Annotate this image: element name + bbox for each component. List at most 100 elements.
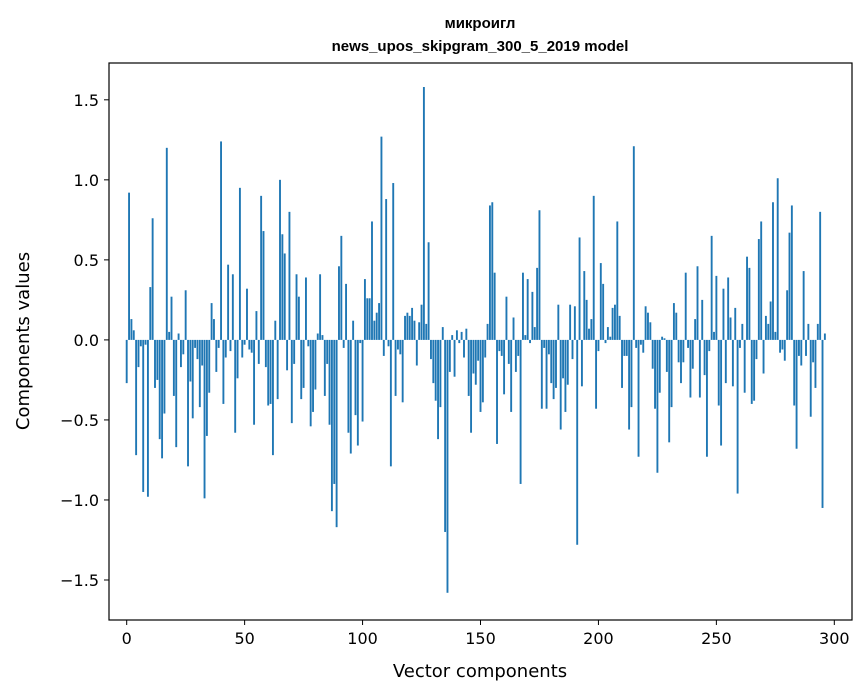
bar-243: [698, 339, 701, 398]
bar-43: [227, 264, 230, 340]
bar-177: [543, 339, 546, 348]
y-tick-label: −1.5: [60, 571, 99, 590]
bar-278: [781, 339, 784, 350]
bar-242: [696, 266, 699, 340]
bar-208: [616, 221, 619, 340]
bar-75: [302, 339, 305, 388]
bar-163: [510, 339, 513, 412]
bar-161: [505, 296, 508, 340]
bar-142: [460, 331, 463, 340]
bar-231: [670, 339, 673, 408]
bar-70: [290, 339, 293, 424]
bar-5: [137, 339, 140, 368]
bar-46: [234, 339, 237, 433]
bar-259: [736, 339, 739, 494]
bar-223: [651, 339, 654, 369]
bar-224: [654, 339, 656, 409]
bar-83: [321, 335, 324, 340]
bar-38: [215, 339, 218, 372]
bar-52: [248, 339, 251, 350]
bar-239: [689, 339, 692, 398]
bar-204: [606, 327, 609, 340]
bar-182: [555, 339, 557, 388]
bar-287: [802, 271, 805, 340]
bar-172: [531, 291, 534, 340]
bar-170: [526, 279, 529, 340]
bar-272: [767, 323, 770, 340]
bar-101: [363, 279, 366, 340]
bar-235: [680, 339, 682, 384]
bar-67: [283, 253, 286, 340]
bar-156: [493, 272, 496, 340]
bar-210: [621, 339, 623, 388]
bar-81: [316, 333, 319, 340]
bar-104: [371, 221, 373, 340]
bar-196: [588, 328, 590, 340]
bar-13: [156, 339, 159, 380]
bar-165: [514, 339, 517, 372]
bar-102: [366, 298, 369, 340]
bar-54: [253, 339, 256, 425]
bar-262: [743, 339, 746, 393]
bar-206: [611, 307, 614, 340]
bar-131: [434, 339, 437, 401]
bar-201: [599, 263, 602, 340]
bar-234: [677, 339, 680, 363]
bar-286: [800, 339, 803, 366]
bar-164: [512, 317, 515, 340]
bar-63: [274, 320, 277, 340]
bar-263: [746, 256, 748, 340]
bar-127: [425, 323, 428, 340]
bar-138: [451, 335, 454, 340]
bar-227: [661, 336, 664, 340]
bar-97: [354, 339, 357, 416]
bar-79: [312, 339, 314, 412]
bar-96: [352, 320, 355, 340]
bar-257: [731, 339, 734, 387]
bar-123: [415, 339, 418, 366]
bar-199: [595, 339, 598, 409]
x-tick-label: 300: [819, 629, 850, 648]
bar-184: [559, 339, 562, 430]
bar-24: [182, 339, 185, 355]
bar-158: [498, 339, 501, 352]
bar-292: [814, 339, 817, 388]
bar-181: [552, 339, 555, 400]
bar-192: [578, 237, 581, 340]
bar-162: [507, 339, 510, 364]
bar-119: [406, 312, 409, 340]
bar-241: [694, 319, 697, 340]
bar-85: [326, 339, 329, 364]
bar-19: [170, 296, 173, 340]
bar-295: [821, 339, 824, 508]
bar-256: [729, 317, 732, 340]
bar-107: [378, 303, 381, 340]
bar-218: [639, 339, 642, 345]
bar-57: [260, 195, 263, 340]
bar-22: [177, 333, 180, 340]
bar-253: [722, 288, 725, 340]
bar-265: [750, 339, 753, 404]
bar-76: [305, 277, 307, 340]
bar-207: [614, 304, 616, 340]
bar-209: [618, 315, 621, 340]
bar-212: [625, 339, 628, 356]
bar-78: [309, 339, 312, 427]
bar-111: [387, 339, 390, 347]
bar-269: [760, 221, 763, 340]
bar-202: [602, 283, 605, 340]
bar-0: [125, 339, 128, 384]
bar-271: [764, 315, 767, 340]
y-tick-label: 1.5: [74, 91, 99, 110]
bar-61: [269, 339, 272, 404]
bar-72: [295, 274, 298, 340]
bar-291: [812, 339, 815, 363]
bar-73: [297, 296, 300, 340]
bar-51: [246, 288, 248, 340]
bar-233: [675, 312, 678, 340]
bar-264: [748, 267, 751, 340]
bars-group: [125, 87, 826, 593]
bar-23: [180, 339, 182, 368]
bar-274: [772, 202, 774, 340]
bar-211: [623, 339, 626, 356]
